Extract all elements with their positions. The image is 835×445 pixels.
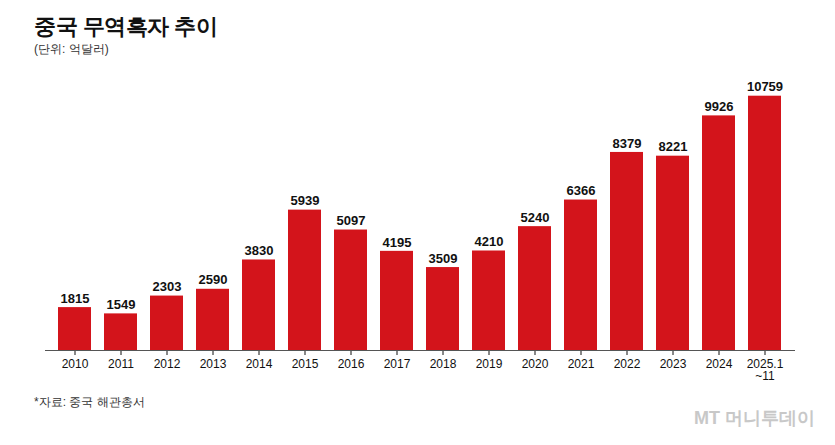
- svg-text:4195: 4195: [383, 235, 412, 250]
- svg-text:2019: 2019: [476, 357, 503, 371]
- html-text:MT 머니투데이: MT 머니투데이: [694, 408, 815, 428]
- svg-text:8379: 8379: [613, 136, 642, 151]
- svg-text:2024: 2024: [706, 357, 733, 371]
- svg-text:3509: 3509: [429, 251, 458, 266]
- svg-text:2025.1~11: 2025.1~11: [747, 357, 784, 383]
- svg-text:9926: 9926: [705, 99, 734, 114]
- svg-text:2022: 2022: [614, 357, 641, 371]
- svg-text:4210: 4210: [475, 234, 504, 249]
- svg-text:2012: 2012: [154, 357, 181, 371]
- svg-text:2020: 2020: [522, 357, 549, 371]
- html-text:중국 무역흑자 추이: 중국 무역흑자 추이: [34, 14, 218, 39]
- svg-text:2018: 2018: [430, 357, 457, 371]
- svg-text:2014: 2014: [246, 357, 273, 371]
- svg-text:5240: 5240: [521, 210, 550, 225]
- svg-text:2021: 2021: [568, 357, 595, 371]
- html-text:(단위: 억달러): (단위: 억달러): [34, 42, 109, 56]
- svg-text:10759: 10759: [747, 79, 783, 94]
- svg-text:2015: 2015: [292, 357, 319, 371]
- svg-text:2590: 2590: [199, 272, 228, 287]
- svg-text:5939: 5939: [291, 193, 320, 208]
- svg-text:1549: 1549: [107, 297, 136, 312]
- svg-text:6366: 6366: [567, 183, 596, 198]
- svg-text:3830: 3830: [245, 243, 274, 258]
- svg-text:8221: 8221: [659, 139, 688, 154]
- svg-text:2017: 2017: [384, 357, 411, 371]
- svg-text:5097: 5097: [337, 213, 366, 228]
- svg-text:2010: 2010: [62, 357, 89, 371]
- svg-text:2013: 2013: [200, 357, 227, 371]
- svg-text:2303: 2303: [153, 279, 182, 294]
- svg-text:2011: 2011: [108, 357, 134, 371]
- svg-text:2016: 2016: [338, 357, 365, 371]
- svg-text:1815: 1815: [61, 291, 90, 306]
- svg-text:2023: 2023: [660, 357, 687, 371]
- html-text:*자료: 중국 해관총서: *자료: 중국 해관총서: [34, 395, 145, 409]
